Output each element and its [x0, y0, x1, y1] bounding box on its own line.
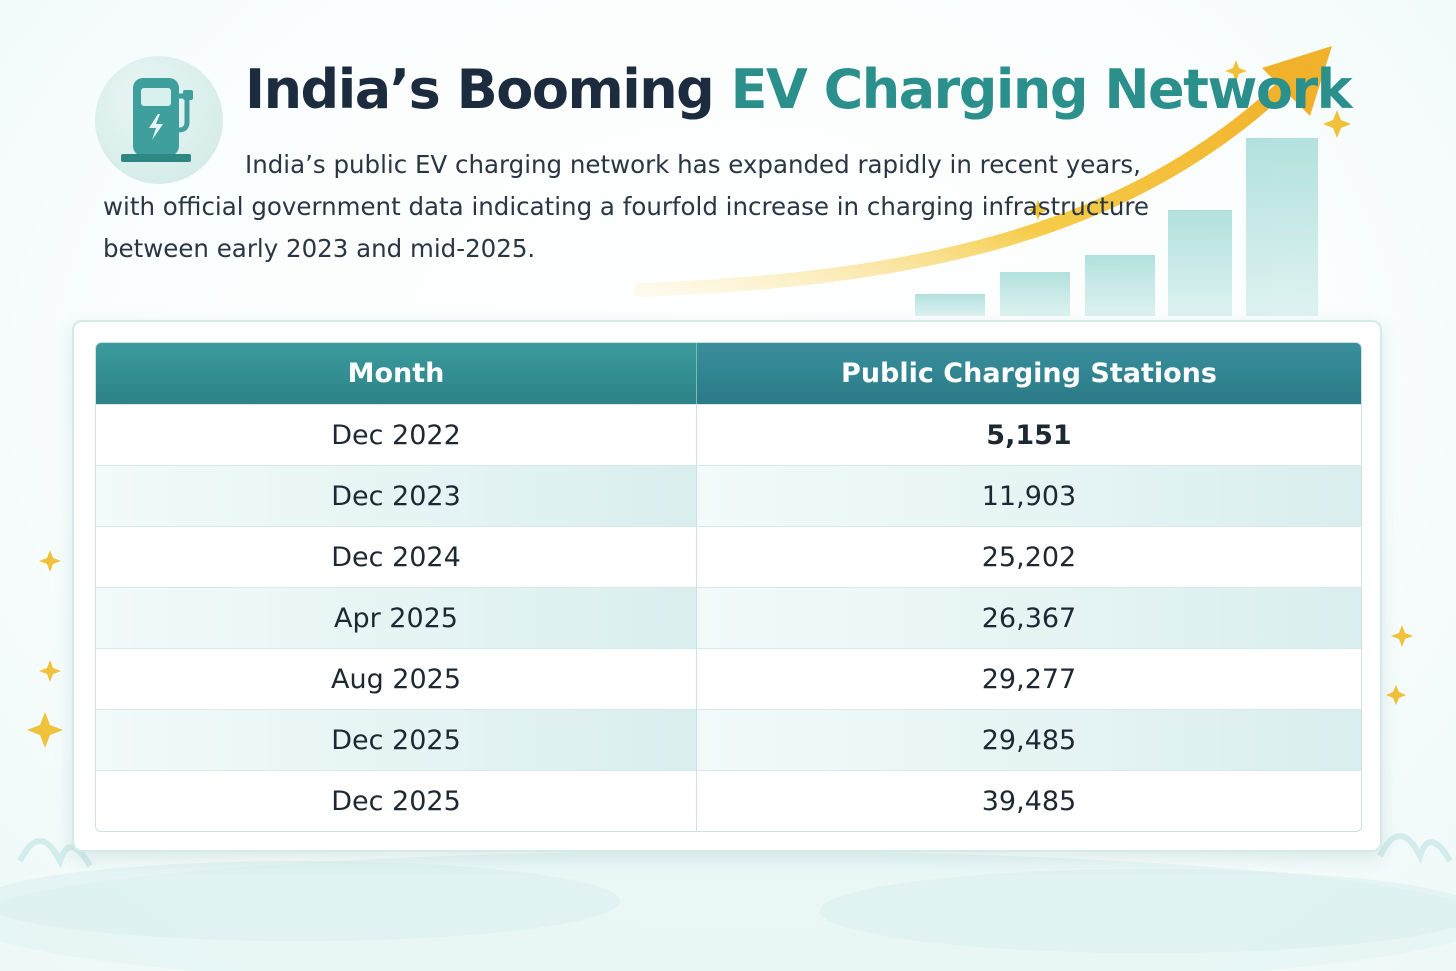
- column-header-month: Month: [96, 343, 696, 404]
- stations-table: Month Public Charging Stations Dec 2022 …: [95, 342, 1362, 832]
- cell-stations: 39,485: [696, 770, 1361, 831]
- cell-stations: 29,485: [696, 709, 1361, 770]
- table-row: Dec 2025 39,485: [96, 770, 1361, 831]
- page-title: India’s Booming EV Charging Network: [245, 58, 1353, 121]
- title-accent: EV Charging Network: [730, 58, 1353, 121]
- cell-month: Apr 2025: [96, 587, 696, 648]
- intro-paragraph: India’s public EV charging network has e…: [103, 144, 1163, 270]
- title-main: India’s Booming: [245, 58, 715, 121]
- cell-month: Dec 2023: [96, 465, 696, 526]
- table-row: Dec 2025 29,485: [96, 709, 1361, 770]
- table-row: Apr 2025 26,367: [96, 587, 1361, 648]
- cell-stations: 29,277: [696, 648, 1361, 709]
- table-row: Dec 2024 25,202: [96, 526, 1361, 587]
- table-row: Dec 2023 11,903: [96, 465, 1361, 526]
- cell-stations: 26,367: [696, 587, 1361, 648]
- cell-month: Aug 2025: [96, 648, 696, 709]
- background-splash: [0, 833, 1456, 971]
- column-header-stations: Public Charging Stations: [696, 343, 1361, 404]
- cell-month: Dec 2024: [96, 526, 696, 587]
- cell-month: Dec 2022: [96, 404, 696, 465]
- cell-stations: 5,151: [696, 404, 1361, 465]
- cell-month: Dec 2025: [96, 709, 696, 770]
- table-header-row: Month Public Charging Stations: [96, 343, 1361, 404]
- ev-charger-icon: [121, 78, 193, 162]
- table-row: Dec 2022 5,151: [96, 404, 1361, 465]
- cell-stations: 11,903: [696, 465, 1361, 526]
- logo: [95, 56, 223, 184]
- table-row: Aug 2025 29,277: [96, 648, 1361, 709]
- intro-text: India’s public EV charging network has e…: [103, 150, 1149, 263]
- cell-stations: 25,202: [696, 526, 1361, 587]
- cell-month: Dec 2025: [96, 770, 696, 831]
